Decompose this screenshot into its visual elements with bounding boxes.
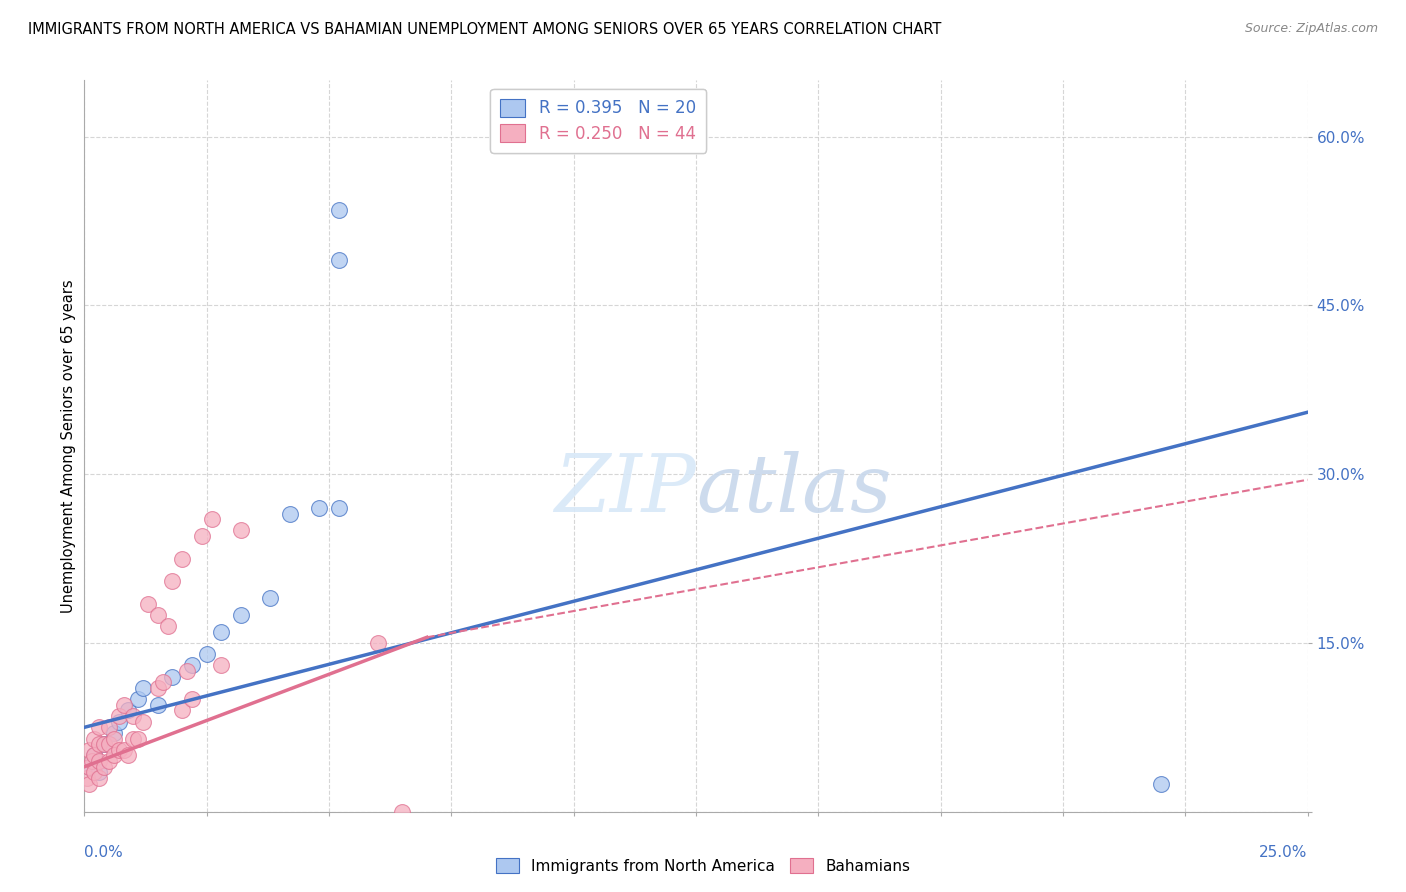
Point	[87, 737, 110, 751]
Point	[132, 714, 155, 729]
Point	[97, 754, 120, 768]
Point	[77, 776, 100, 790]
Point	[122, 731, 145, 746]
Point	[80, 754, 103, 768]
Point	[152, 675, 174, 690]
Point	[107, 714, 129, 729]
Point	[107, 709, 129, 723]
Point	[87, 720, 110, 734]
Point	[77, 760, 100, 774]
Point	[117, 703, 139, 717]
Point	[176, 664, 198, 678]
Point	[191, 529, 214, 543]
Point	[156, 619, 179, 633]
Point	[83, 748, 105, 763]
Point	[308, 500, 330, 515]
Text: Source: ZipAtlas.com: Source: ZipAtlas.com	[1244, 22, 1378, 36]
Point	[209, 624, 232, 639]
Point	[97, 720, 120, 734]
Point	[136, 597, 159, 611]
Point	[172, 551, 194, 566]
Point	[209, 658, 232, 673]
Text: 0.0%: 0.0%	[84, 845, 124, 860]
Point	[127, 692, 149, 706]
Point	[76, 771, 98, 785]
Point	[112, 743, 135, 757]
Text: ZIP: ZIP	[554, 451, 696, 529]
Legend: R = 0.395   N = 20, R = 0.250   N = 44: R = 0.395 N = 20, R = 0.250 N = 44	[491, 88, 706, 153]
Text: IMMIGRANTS FROM NORTH AMERICA VS BAHAMIAN UNEMPLOYMENT AMONG SENIORS OVER 65 YEA: IMMIGRANTS FROM NORTH AMERICA VS BAHAMIA…	[28, 22, 942, 37]
Point	[103, 726, 125, 740]
Point	[162, 670, 184, 684]
Point	[259, 591, 281, 605]
Point	[328, 202, 350, 217]
Point	[97, 737, 120, 751]
Point	[103, 748, 125, 763]
Point	[181, 692, 204, 706]
Point	[107, 743, 129, 757]
Point	[87, 765, 110, 780]
Point	[172, 703, 194, 717]
Point	[93, 737, 115, 751]
Point	[93, 737, 115, 751]
Point	[112, 698, 135, 712]
Point	[162, 574, 184, 588]
Point	[132, 681, 155, 695]
Point	[103, 731, 125, 746]
Point	[122, 709, 145, 723]
Point	[117, 748, 139, 763]
Point	[146, 681, 169, 695]
Point	[87, 754, 110, 768]
Point	[229, 607, 252, 622]
Point	[367, 636, 389, 650]
Point	[328, 500, 350, 515]
Point	[181, 658, 204, 673]
Point	[146, 607, 169, 622]
Legend: Immigrants from North America, Bahamians: Immigrants from North America, Bahamians	[489, 852, 917, 880]
Point	[83, 765, 105, 780]
Point	[146, 698, 169, 712]
Point	[87, 771, 110, 785]
Point	[93, 760, 115, 774]
Text: 25.0%: 25.0%	[1260, 845, 1308, 860]
Point	[77, 760, 100, 774]
Point	[77, 743, 100, 757]
Point	[200, 512, 222, 526]
Point	[83, 748, 105, 763]
Point	[127, 731, 149, 746]
Point	[195, 647, 218, 661]
Point	[229, 524, 252, 538]
Y-axis label: Unemployment Among Seniors over 65 years: Unemployment Among Seniors over 65 years	[60, 279, 76, 613]
Point	[1150, 776, 1173, 790]
Point	[278, 507, 301, 521]
Point	[83, 731, 105, 746]
Point	[328, 253, 350, 268]
Point	[391, 805, 413, 819]
Text: atlas: atlas	[696, 451, 891, 529]
